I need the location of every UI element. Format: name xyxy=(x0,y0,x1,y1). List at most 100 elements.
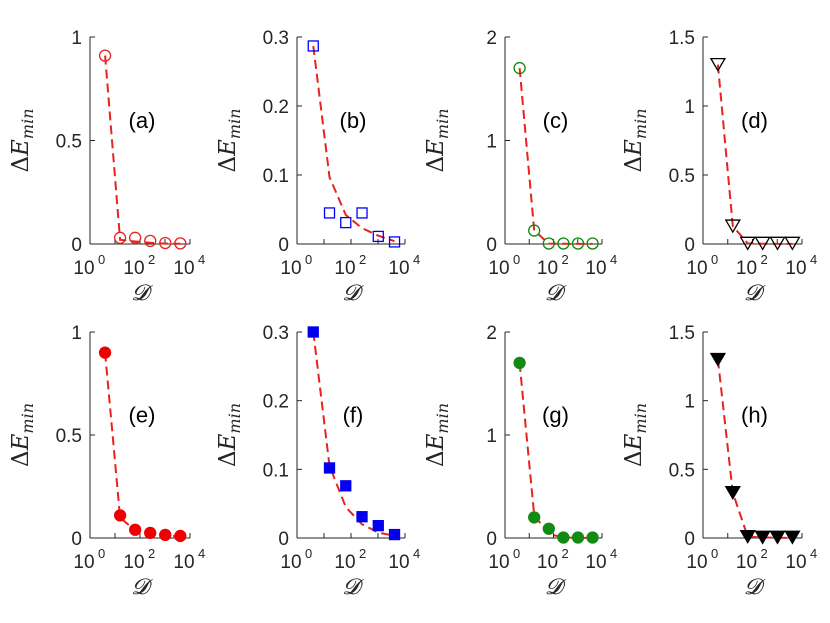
y-axis-label: ΔEmin xyxy=(215,108,244,172)
y-tick-label: 0 xyxy=(71,529,82,550)
y-axis-label: ΔEmin xyxy=(621,108,650,172)
data-point xyxy=(113,231,127,244)
data-point xyxy=(542,522,555,535)
y-tick-label: 0.5 xyxy=(56,426,82,447)
data-point xyxy=(754,236,771,251)
data-point xyxy=(513,356,526,370)
y-tick-label: 0 xyxy=(486,529,497,550)
x-tick-exponent: 4 xyxy=(198,546,205,561)
data-point xyxy=(307,40,319,52)
y-tick-label: 0 xyxy=(486,235,497,256)
x-tick-exponent: 4 xyxy=(810,252,817,267)
x-tick-label: 10 xyxy=(537,258,558,279)
x-tick-exponent: 4 xyxy=(198,252,205,267)
data-point xyxy=(98,49,112,62)
data-point xyxy=(323,207,336,219)
data-point xyxy=(739,529,756,544)
panel-label: (h) xyxy=(741,403,768,428)
data-point xyxy=(356,207,368,219)
y-axis-label: ΔEmin xyxy=(8,403,37,467)
y-tick-label: 1.5 xyxy=(669,28,695,49)
x-tick-exponent: 2 xyxy=(359,252,366,267)
panel-label: (a) xyxy=(129,108,156,133)
y-tick-label: 0 xyxy=(71,235,82,256)
y-tick-label: 1 xyxy=(71,28,82,49)
x-tick-exponent: 4 xyxy=(413,252,420,267)
data-point xyxy=(144,234,157,248)
x-axis-label: 𝓓 xyxy=(744,575,766,600)
y-tick-label: 0.3 xyxy=(263,28,289,49)
x-tick-label: 10 xyxy=(334,552,355,573)
fit-line xyxy=(104,352,181,538)
data-point xyxy=(528,224,541,237)
x-tick-exponent: 0 xyxy=(305,546,312,561)
x-axis-label: 𝓓 xyxy=(744,281,766,306)
x-tick-exponent: 0 xyxy=(711,546,718,561)
data-point xyxy=(709,57,727,72)
y-axis-label: ΔEmin xyxy=(215,403,244,467)
panel-label: (g) xyxy=(542,403,569,428)
data-point xyxy=(557,237,570,250)
x-tick-exponent: 4 xyxy=(610,546,617,561)
y-tick-label: 0 xyxy=(684,529,695,550)
x-tick-label: 10 xyxy=(73,552,94,573)
x-axis-label: 𝓓 xyxy=(132,281,154,306)
x-tick-exponent: 2 xyxy=(562,252,569,267)
x-tick-label: 10 xyxy=(736,258,757,279)
data-point xyxy=(571,237,585,250)
data-point xyxy=(769,236,786,251)
fit-line xyxy=(518,68,593,245)
fit-line xyxy=(716,359,793,539)
x-axis-label: 𝓓 xyxy=(343,575,365,600)
data-point xyxy=(129,523,142,536)
data-point xyxy=(159,528,172,542)
y-tick-label: 0 xyxy=(278,235,289,256)
x-tick-exponent: 2 xyxy=(359,546,366,561)
y-axis-label: ΔEmin xyxy=(423,403,452,467)
data-point xyxy=(388,236,401,248)
x-tick-exponent: 2 xyxy=(761,546,768,561)
data-point xyxy=(754,530,771,545)
x-tick-exponent: 4 xyxy=(413,546,420,561)
data-point xyxy=(571,531,585,544)
y-tick-label: 0.5 xyxy=(669,460,695,481)
x-tick-label: 10 xyxy=(785,258,806,279)
data-point xyxy=(159,236,172,250)
data-point xyxy=(724,486,741,500)
x-axis-label: 𝓓 xyxy=(545,281,567,306)
panel-label: (c) xyxy=(543,108,569,133)
x-tick-label: 10 xyxy=(736,552,757,573)
y-tick-label: 1 xyxy=(486,132,497,153)
x-axis-label: 𝓓 xyxy=(132,575,154,600)
y-tick-label: 0.5 xyxy=(56,132,82,153)
y-tick-label: 0.2 xyxy=(263,97,289,118)
x-tick-label: 10 xyxy=(280,258,301,279)
data-point xyxy=(323,462,336,474)
x-tick-exponent: 0 xyxy=(305,252,312,267)
x-tick-exponent: 4 xyxy=(810,546,817,561)
data-point xyxy=(340,216,352,229)
fit-line xyxy=(312,45,395,243)
y-tick-label: 2 xyxy=(486,28,497,49)
fit-line xyxy=(518,362,593,539)
data-point xyxy=(769,530,786,545)
x-tick-label: 10 xyxy=(488,258,509,279)
y-tick-label: 2 xyxy=(486,323,497,344)
panel-label: (d) xyxy=(741,108,768,133)
x-tick-label: 10 xyxy=(388,258,409,279)
data-point xyxy=(129,231,142,244)
data-point xyxy=(113,509,127,522)
y-tick-label: 0.1 xyxy=(263,460,289,481)
panel-label: (b) xyxy=(340,108,367,133)
x-tick-label: 10 xyxy=(488,552,509,573)
x-tick-exponent: 0 xyxy=(513,252,520,267)
y-tick-label: 1 xyxy=(486,426,497,447)
y-axis-label: ΔEmin xyxy=(423,108,452,172)
x-tick-label: 10 xyxy=(280,552,301,573)
